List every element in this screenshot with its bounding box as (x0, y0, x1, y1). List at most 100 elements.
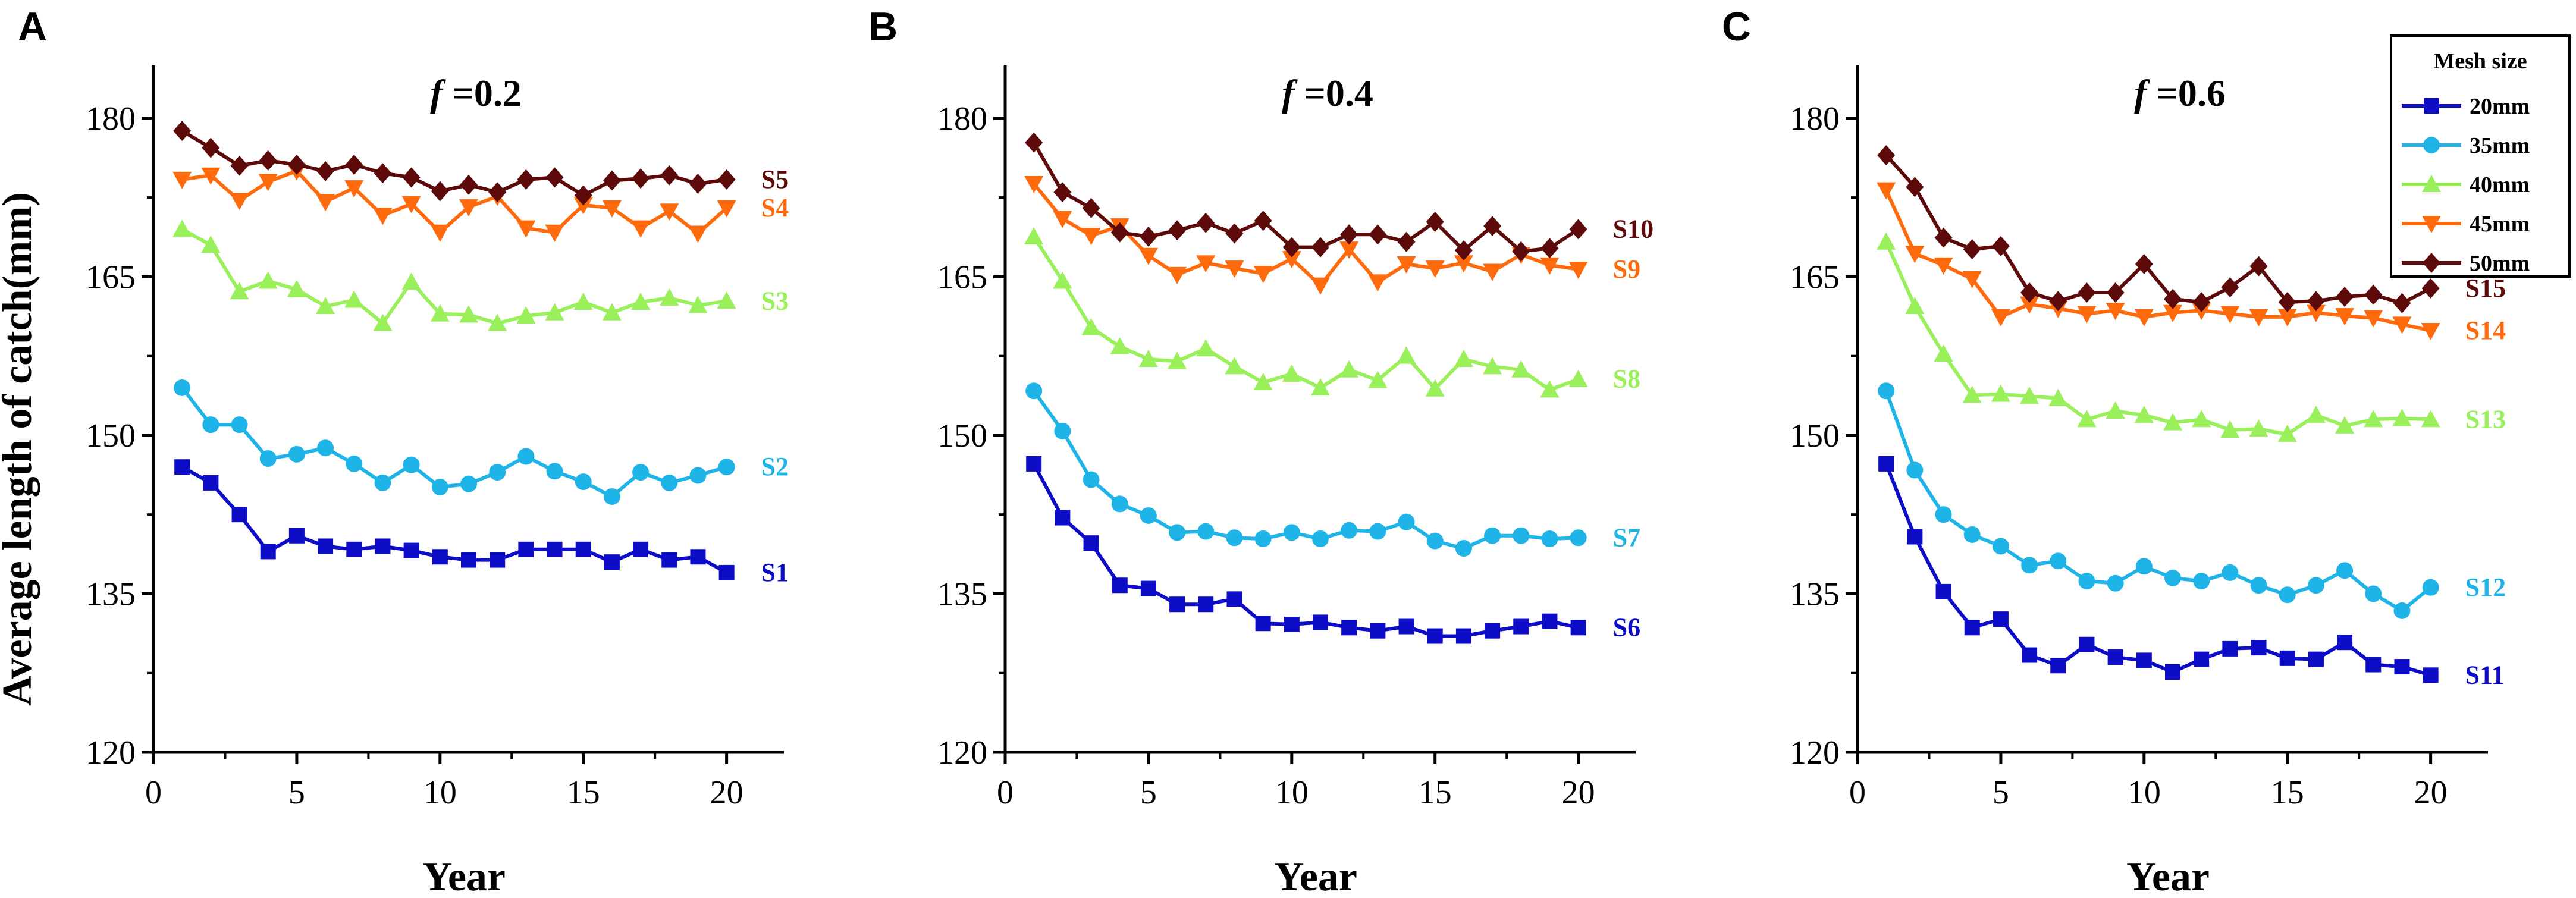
y-tick-label: 165 (1790, 259, 1840, 296)
data-point (1935, 506, 1952, 523)
panel-b: B 120 135 150 165 180 0 5 10 15 20 Year f =0.4 S6 S7 S8… (868, 4, 1653, 898)
legend-label: 35mm (2470, 133, 2530, 158)
panel-letter: C (1722, 4, 1751, 49)
data-point (488, 182, 507, 203)
data-point (174, 379, 191, 396)
data-point (1368, 274, 1388, 292)
series-label: S7 (1613, 523, 1640, 552)
series-s4: S4 (172, 163, 789, 243)
data-point (1540, 380, 1560, 398)
legend-title: Mesh size (2433, 49, 2527, 74)
data-point (2335, 416, 2355, 434)
data-point (1369, 224, 1387, 245)
data-point (490, 552, 506, 568)
data-point (1570, 620, 1586, 636)
data-point (1197, 523, 1215, 540)
data-point (2165, 664, 2180, 680)
data-point (432, 549, 448, 565)
data-point (258, 174, 278, 191)
data-point (230, 282, 249, 300)
data-point (1426, 532, 1444, 550)
series-s14: S14 (1877, 182, 2506, 345)
data-point (1197, 212, 1215, 233)
x-tick-label: 15 (567, 774, 600, 811)
data-point (344, 180, 364, 198)
data-point (1254, 530, 1272, 548)
data-point (1425, 379, 1445, 397)
data-point (2392, 316, 2412, 334)
data-point (632, 168, 650, 189)
data-point (202, 416, 219, 434)
series-line (1032, 390, 1579, 551)
series-s1: S1 (174, 459, 789, 587)
series-s10: S10 (1025, 132, 1653, 262)
data-point (2336, 562, 2354, 579)
legend-item: 40mm (2402, 172, 2530, 197)
data-point (401, 196, 421, 213)
panel-title-rest: =0.2 (443, 72, 521, 114)
data-point (717, 200, 736, 218)
data-point (603, 170, 621, 191)
data-point (602, 303, 622, 321)
data-point (1455, 628, 1471, 644)
data-point (1397, 256, 1416, 274)
data-point (1025, 382, 1043, 400)
data-point (1053, 211, 1072, 228)
data-point (2220, 306, 2240, 324)
data-point (1454, 240, 1473, 260)
series-line (1884, 153, 2431, 305)
data-point (1878, 382, 1895, 400)
x-tick-label: 5 (1993, 774, 2009, 811)
series-label: S3 (761, 286, 789, 315)
data-point (2020, 282, 2039, 303)
data-point (1454, 255, 1473, 273)
y-tick-label: 120 (86, 734, 136, 771)
data-point (2107, 574, 2124, 592)
data-point (172, 171, 192, 189)
data-point (1225, 223, 1244, 244)
y-tick-label: 135 (86, 576, 136, 613)
data-point (1935, 583, 1951, 599)
data-point (1168, 266, 1187, 284)
data-point (201, 236, 221, 253)
data-point (575, 473, 592, 491)
panel-letter: A (18, 4, 47, 49)
data-point (660, 288, 679, 306)
legend-label: 40mm (2470, 172, 2530, 197)
y-tick-label: 135 (1790, 576, 1840, 613)
data-point (174, 459, 190, 475)
legend-item: 45mm (2402, 212, 2530, 237)
data-point (318, 538, 334, 554)
data-point (545, 167, 564, 188)
data-point (2134, 309, 2154, 326)
data-point (1341, 620, 1357, 636)
series-s8: S8 (1024, 227, 1640, 398)
legend-box (2390, 34, 2571, 278)
data-point (1139, 226, 1157, 247)
data-point (2077, 410, 2097, 428)
x-tick-label: 15 (1419, 774, 1452, 811)
data-point (401, 272, 421, 290)
data-point (2278, 292, 2296, 313)
data-point (689, 467, 707, 484)
data-point (547, 541, 563, 557)
data-point (345, 155, 363, 175)
data-point (2421, 278, 2440, 299)
x-tick-label: 20 (1562, 774, 1595, 811)
data-point (1877, 145, 1896, 166)
data-point (574, 185, 592, 206)
data-point (1512, 241, 1530, 262)
panel-title-rest: =0.6 (2147, 72, 2225, 114)
series-s3: S3 (172, 219, 789, 331)
data-point (717, 169, 736, 190)
data-point (545, 224, 564, 242)
data-point (173, 121, 192, 142)
x-tick-label: 5 (1140, 774, 1157, 811)
data-point (2193, 573, 2210, 590)
data-point (1991, 236, 2010, 256)
data-point (2022, 647, 2038, 663)
data-point (2393, 602, 2411, 619)
data-point (2220, 420, 2240, 438)
data-point (1962, 271, 1982, 288)
